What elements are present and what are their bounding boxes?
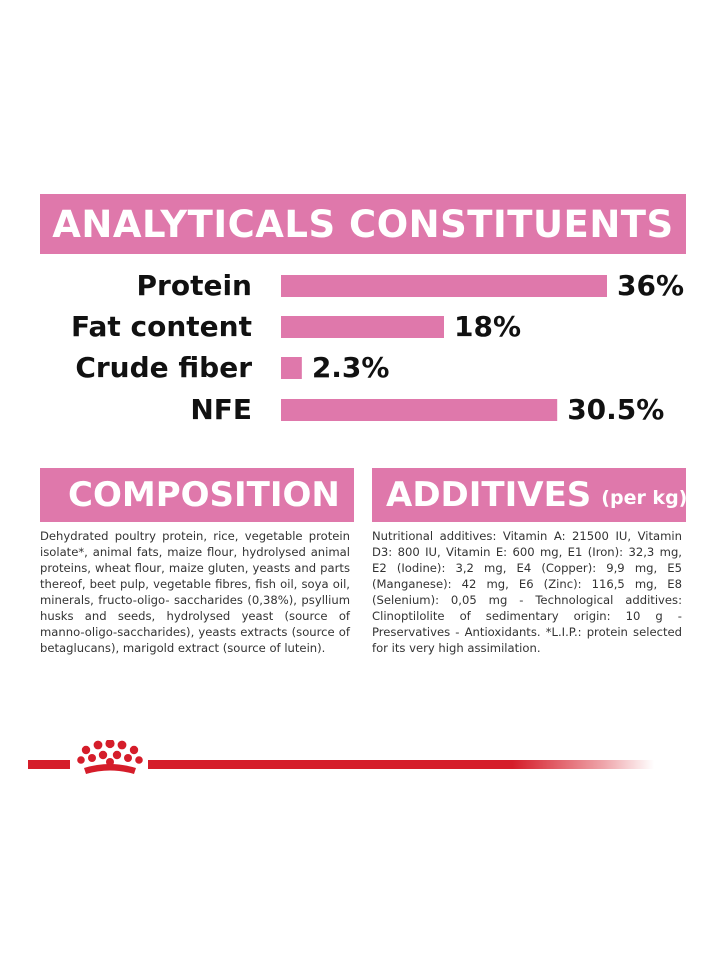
bar-fat-content: [281, 316, 444, 338]
bar-label-protein: Protein: [137, 269, 252, 302]
bar-label-crude-fiber: Crude fiber: [75, 351, 252, 384]
analytics-title: ANALYTICALS CONSTITUENTS: [52, 202, 674, 246]
bar-value-crude-fiber: 2.3%: [312, 351, 390, 384]
analytics-banner: ANALYTICALS CONSTITUENTS: [40, 194, 686, 254]
bar-crude-fiber: [281, 357, 302, 379]
bar-value-nfe: 30.5%: [567, 393, 664, 426]
composition-title: COMPOSITION: [68, 475, 340, 515]
additives-subtitle: (per kg): [601, 487, 686, 509]
composition-banner: COMPOSITION: [40, 468, 354, 522]
additives-title: ADDITIVES: [386, 475, 592, 515]
footer-line-right: [148, 760, 654, 769]
bar-protein: [281, 275, 607, 297]
crown-logo-icon: [77, 740, 143, 774]
analytics-bar-chart: Protein 36% Fat content 18% Crude fiber 2.3% N…: [71, 269, 684, 426]
footer-line-left: [28, 760, 70, 769]
bar-label-fat-content: Fat content: [71, 310, 252, 343]
additives-banner: ADDITIVES (per kg): [372, 468, 686, 522]
bar-nfe: [281, 399, 558, 421]
bar-label-nfe: NFE: [190, 393, 252, 426]
bar-value-fat-content: 18%: [454, 310, 521, 343]
additives-text: Nutritional additives: Vitamin A: 21500 …: [372, 529, 682, 655]
composition-text: Dehydrated poultry protein, rice, vegeta…: [40, 529, 350, 655]
bar-value-protein: 36%: [617, 269, 684, 302]
